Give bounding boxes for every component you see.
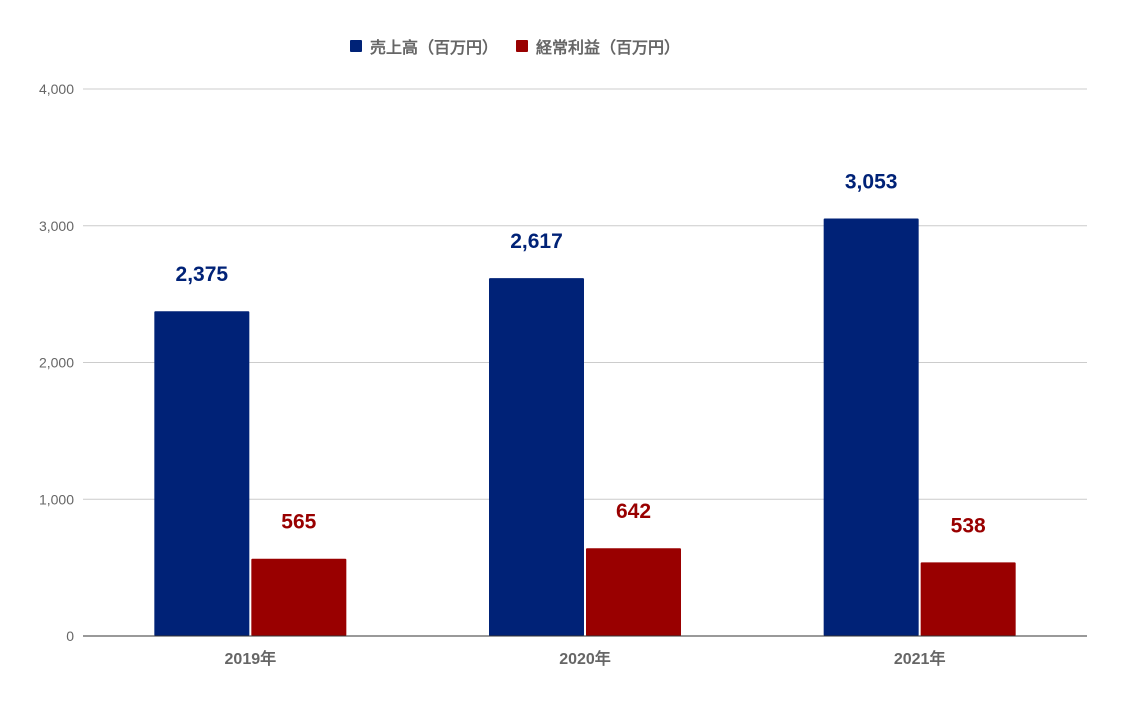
bar-profit bbox=[586, 548, 681, 636]
data-label-profit: 538 bbox=[951, 514, 986, 537]
legend-swatch-profit bbox=[516, 40, 529, 52]
data-label-profit: 642 bbox=[616, 500, 651, 523]
bars bbox=[154, 218, 1016, 636]
data-label-sales: 2,375 bbox=[176, 263, 229, 286]
y-axis-ticks: 0 1,000 2,000 3,000 4,000 bbox=[39, 81, 74, 644]
legend-swatch-sales bbox=[350, 40, 362, 52]
x-category-label: 2021年 bbox=[894, 649, 946, 668]
bar-profit bbox=[251, 558, 347, 636]
y-tick-label: 3,000 bbox=[39, 218, 74, 234]
data-label-sales: 2,617 bbox=[510, 230, 563, 253]
y-tick-label: 1,000 bbox=[39, 491, 74, 507]
chart-legend: 売上高（百万円） 経常利益（百万円） bbox=[350, 34, 680, 58]
legend-item-sales: 売上高（百万円） bbox=[350, 34, 498, 58]
y-tick-label: 0 bbox=[66, 628, 74, 644]
gridlines bbox=[83, 88, 1087, 500]
legend-label-sales: 売上高（百万円） bbox=[370, 40, 499, 57]
bar-sales bbox=[154, 311, 250, 636]
legend-item-profit: 経常利益（百万円） bbox=[516, 34, 680, 58]
bar-sales bbox=[489, 278, 584, 636]
y-tick-label: 2,000 bbox=[39, 355, 74, 371]
data-label-sales: 3,053 bbox=[845, 171, 898, 194]
x-category-label: 2019年 bbox=[225, 649, 277, 668]
bar-sales bbox=[823, 218, 919, 636]
x-axis-categories: 2019年 2020年 2021年 bbox=[225, 649, 946, 668]
bar-profit bbox=[920, 562, 1016, 636]
data-labels: 2,375 565 2,617 642 3,053 538 bbox=[176, 171, 986, 538]
data-label-profit: 565 bbox=[281, 511, 316, 534]
y-tick-label: 4,000 bbox=[39, 81, 74, 97]
legend-label-profit: 経常利益（百万円） bbox=[536, 40, 681, 57]
x-category-label: 2020年 bbox=[559, 649, 611, 668]
